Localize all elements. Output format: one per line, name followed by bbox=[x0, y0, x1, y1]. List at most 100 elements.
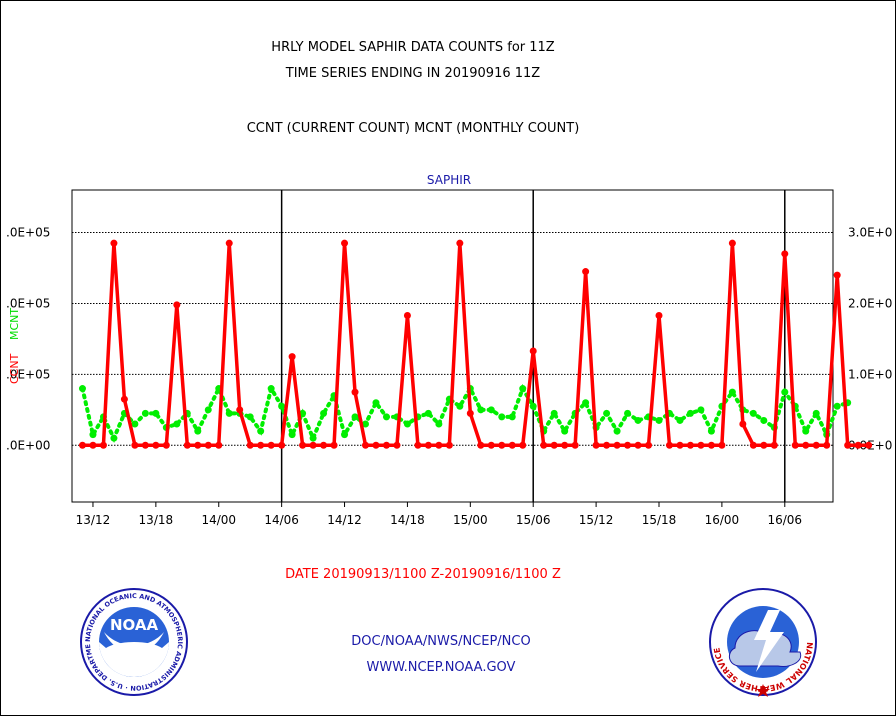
x-tick-label-0: 13/12 bbox=[76, 513, 111, 527]
ccnt-point bbox=[487, 441, 495, 449]
mcnt-point bbox=[341, 431, 349, 439]
mcnt-point bbox=[382, 413, 390, 421]
y-left-tick-label-3: .0E+05 bbox=[6, 226, 50, 240]
svg-text:NATIONAL OCEANIC AND ATMOSPHER: NATIONAL OCEANIC AND ATMOSPHERIC ADMINIS… bbox=[0, 0, 184, 692]
ccnt-point bbox=[372, 441, 380, 449]
ccnt-point bbox=[403, 312, 411, 320]
mcnt-point bbox=[550, 409, 558, 417]
mcnt-point bbox=[309, 434, 317, 442]
ccnt-point bbox=[194, 441, 202, 449]
mcnt-point bbox=[603, 409, 611, 417]
ccnt-point bbox=[382, 441, 390, 449]
ccnt-point bbox=[320, 441, 328, 449]
mcnt-point bbox=[781, 388, 789, 396]
mcnt-point bbox=[508, 413, 516, 421]
y-right-tick-label-2: 2.0E+0 bbox=[848, 296, 892, 310]
ccnt-point bbox=[529, 347, 537, 355]
ccnt-point bbox=[445, 441, 453, 449]
mcnt-point bbox=[812, 409, 820, 417]
ccnt-point bbox=[823, 441, 831, 449]
mcnt-point bbox=[141, 409, 149, 417]
ccnt-point bbox=[141, 441, 149, 449]
y-left-tick-label-0: .0E+00 bbox=[6, 438, 50, 452]
mcnt-point bbox=[760, 416, 768, 424]
ccnt-point bbox=[267, 441, 275, 449]
ccnt-line bbox=[82, 241, 869, 448]
ccnt-point bbox=[89, 441, 97, 449]
ccnt-point bbox=[309, 441, 317, 449]
mcnt-point bbox=[89, 431, 97, 439]
y-axis-ticks: .0E+000.0E+0.0E+051.0E+0.0E+052.0E+0.0E+… bbox=[6, 226, 892, 453]
x-tick-label-2: 14/00 bbox=[201, 513, 236, 527]
x-tick-label-4: 14/12 bbox=[327, 513, 362, 527]
ccnt-point bbox=[162, 441, 170, 449]
ccnt-point bbox=[173, 301, 181, 309]
ccnt-point bbox=[561, 441, 569, 449]
ccnt-point bbox=[299, 441, 307, 449]
ccnt-point bbox=[655, 312, 663, 320]
ccnt-point bbox=[152, 441, 160, 449]
x-tick-label-7: 15/06 bbox=[516, 513, 551, 527]
date-range-label: DATE 20190913/1100 Z-20190916/1100 Z bbox=[285, 567, 561, 582]
ccnt-point bbox=[330, 441, 338, 449]
x-tick-label-3: 14/06 bbox=[264, 513, 299, 527]
ccnt-point bbox=[435, 441, 443, 449]
mcnt-point bbox=[267, 385, 275, 393]
series-ccnt bbox=[78, 239, 873, 449]
ccnt-point bbox=[519, 441, 527, 449]
mcnt-point bbox=[78, 385, 86, 393]
ccnt-point bbox=[466, 409, 474, 417]
ccnt-point bbox=[760, 441, 768, 449]
mcnt-point bbox=[707, 427, 715, 435]
ccnt-point bbox=[414, 441, 422, 449]
ccnt-point bbox=[624, 441, 632, 449]
y-left-tick-label-1: .0E+05 bbox=[6, 367, 50, 381]
ccnt-point bbox=[571, 441, 579, 449]
ccnt-point bbox=[131, 441, 139, 449]
ccnt-point bbox=[204, 441, 212, 449]
mcnt-point bbox=[728, 388, 736, 396]
ccnt-point bbox=[246, 441, 254, 449]
mcnt-point bbox=[246, 413, 254, 421]
org-label: DOC/NOAA/NWS/NCEP/NCO bbox=[351, 634, 530, 649]
x-tick-label-1: 13/18 bbox=[139, 513, 174, 527]
mcnt-line bbox=[80, 383, 850, 444]
mcnt-point bbox=[403, 420, 411, 428]
ccnt-point bbox=[686, 441, 694, 449]
mcnt-point bbox=[697, 406, 705, 414]
ccnt-point bbox=[665, 441, 673, 449]
mcnt-point bbox=[655, 416, 663, 424]
mcnt-point bbox=[372, 399, 380, 407]
ccnt-point bbox=[215, 441, 223, 449]
nws-logo: NATIONAL WEATHER SERVICE bbox=[709, 588, 817, 697]
ccnt-point bbox=[288, 353, 296, 361]
ccnt-point bbox=[236, 406, 244, 414]
ccnt-point bbox=[456, 239, 464, 247]
mcnt-point bbox=[487, 406, 495, 414]
mcnt-point bbox=[361, 420, 369, 428]
series-mcnt bbox=[78, 383, 852, 444]
ccnt-point bbox=[361, 441, 369, 449]
x-tick-label-6: 15/00 bbox=[453, 513, 488, 527]
ccnt-point bbox=[634, 441, 642, 449]
noaa-seal-text: NATIONAL OCEANIC AND ATMOSPHERIC ADMINIS… bbox=[0, 0, 184, 692]
ccnt-point bbox=[802, 441, 810, 449]
ccnt-point bbox=[865, 441, 873, 449]
ccnt-point bbox=[676, 441, 684, 449]
ccnt-point bbox=[540, 441, 548, 449]
mcnt-point bbox=[477, 406, 485, 414]
noaa-logo-text: NOAA bbox=[110, 616, 159, 634]
ccnt-point bbox=[550, 441, 558, 449]
ccnt-point bbox=[225, 239, 233, 247]
ccnt-point bbox=[582, 268, 590, 276]
chart-subtitle: CCNT (CURRENT COUNT) MCNT (MONTHLY COUNT… bbox=[247, 121, 580, 136]
mcnt-point bbox=[676, 416, 684, 424]
ccnt-point bbox=[508, 441, 516, 449]
ccnt-point bbox=[645, 441, 653, 449]
mcnt-point bbox=[634, 416, 642, 424]
mcnt-point bbox=[613, 427, 621, 435]
ccnt-point bbox=[183, 441, 191, 449]
ccnt-point bbox=[351, 388, 359, 396]
ccnt-point bbox=[781, 250, 789, 258]
